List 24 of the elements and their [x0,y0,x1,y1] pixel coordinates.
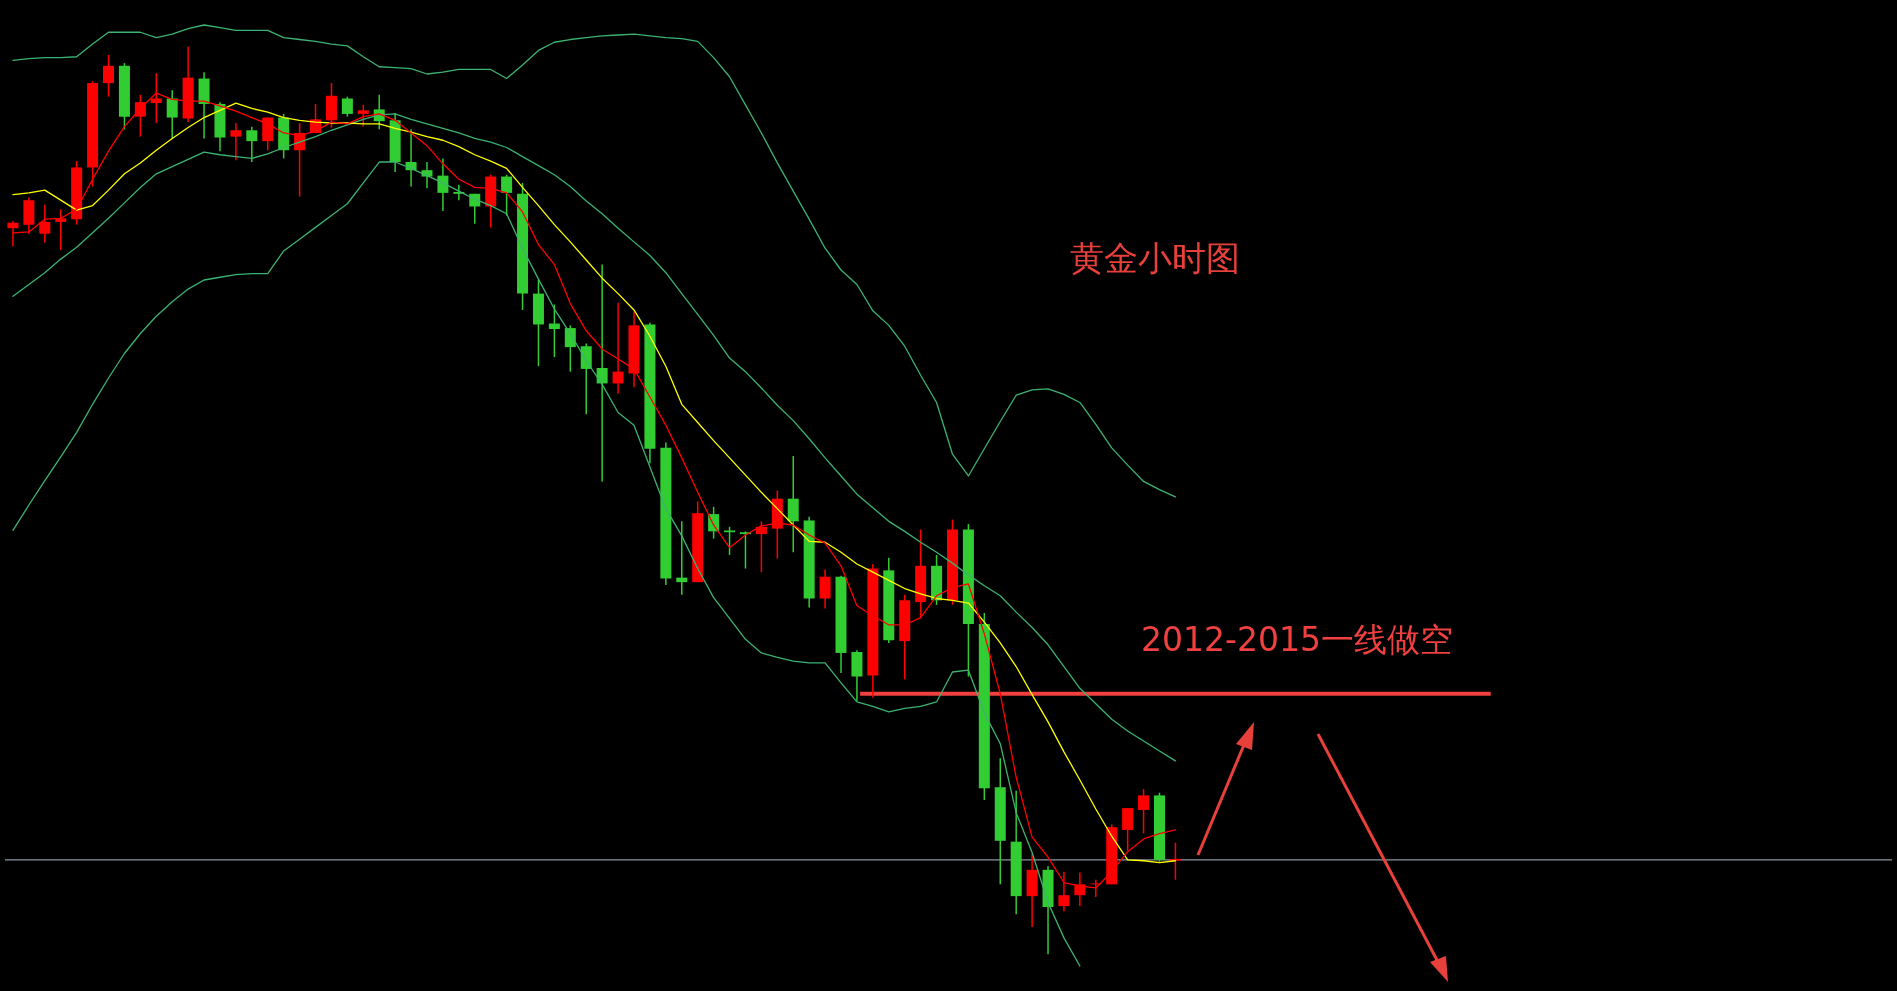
candlestick [819,568,831,610]
candlestick [262,116,274,151]
candlestick [501,173,513,217]
candlestick [246,125,258,163]
candlestick [230,122,242,161]
ref-line-label: 2012-2015一线做空 [1141,619,1453,659]
candlestick [437,157,449,212]
candlestick [1122,807,1134,852]
candlestick [787,455,799,553]
candlestick [166,89,178,140]
candlestick [103,54,115,98]
candlestick [755,520,767,573]
candlestick [724,526,736,556]
candlestick [596,263,608,483]
candlestick [548,303,560,358]
candlestick [39,203,51,244]
candlestick [612,301,624,395]
candlestick [55,208,67,251]
candlestick [1169,841,1181,881]
candlestick [357,104,369,128]
text: 黄金小时图 [1070,238,1240,278]
candlestick [580,342,592,416]
candlestick [1138,788,1150,835]
candlestick [341,95,353,118]
